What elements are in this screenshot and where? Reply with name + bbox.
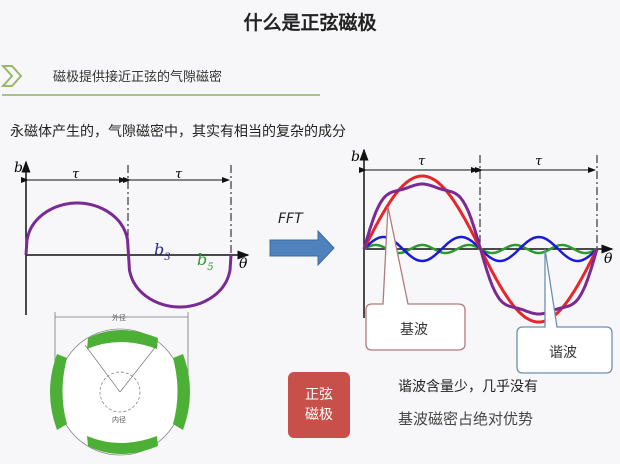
left-tau-label: τ <box>175 167 183 182</box>
section-subtitle: 磁极提供接近正弦的气隙磁密 <box>53 70 223 85</box>
fft-arrow-icon <box>269 229 335 267</box>
intro-text: 永磁体产生的，气隙磁密中，其实有相当的复杂的成分 <box>10 124 346 140</box>
sine-pole-badge: 正弦 磁极 <box>288 372 350 438</box>
outer-diameter-label: 外径 <box>112 313 126 322</box>
badge-line-2: 磁极 <box>305 407 333 423</box>
magnet-segment <box>50 330 190 454</box>
total-flux-curve <box>362 182 599 316</box>
b3-label: b <box>154 240 164 259</box>
harmonic-note: 谐波含量少，几乎没有 <box>398 379 538 395</box>
harmonic-callout <box>516 248 613 374</box>
fft-label: FFT <box>278 211 304 227</box>
right-plot: b θ τ τ 基波 谐波 <box>351 148 614 374</box>
left-flux-waveform <box>24 201 233 309</box>
left-x-label: θ <box>239 256 248 272</box>
chevron-right-icon <box>0 65 23 87</box>
section-divider <box>2 94 320 96</box>
magnet-rotor-diagram: 外径 内径 <box>50 312 190 456</box>
b5-subscript: 5 <box>207 262 213 273</box>
harmonic-callout-label: 谐波 <box>549 345 577 361</box>
b3-subscript: 3 <box>164 252 170 263</box>
left-plot: b θ τ τ b3 b5 <box>14 160 250 315</box>
svg-text:b5: b5 <box>197 250 214 273</box>
inner-diameter-label: 内径 <box>112 415 126 424</box>
left-y-label: b <box>14 160 23 176</box>
badge-line-1: 正弦 <box>305 387 333 403</box>
b5-label: b <box>197 250 207 269</box>
right-tau-label: τ <box>535 154 543 169</box>
fundamental-callout-label: 基波 <box>400 321 428 338</box>
svg-text:b3: b3 <box>154 240 171 263</box>
fundamental-callout <box>365 206 466 351</box>
left-tau-label: τ <box>72 167 80 182</box>
right-tau-label: τ <box>418 154 426 169</box>
right-x-label: θ <box>604 251 613 267</box>
page-title: 什么是正弦磁极 <box>243 12 377 34</box>
right-y-label: b <box>351 149 360 165</box>
fundamental-note: 基波磁密占绝对优势 <box>398 410 534 428</box>
